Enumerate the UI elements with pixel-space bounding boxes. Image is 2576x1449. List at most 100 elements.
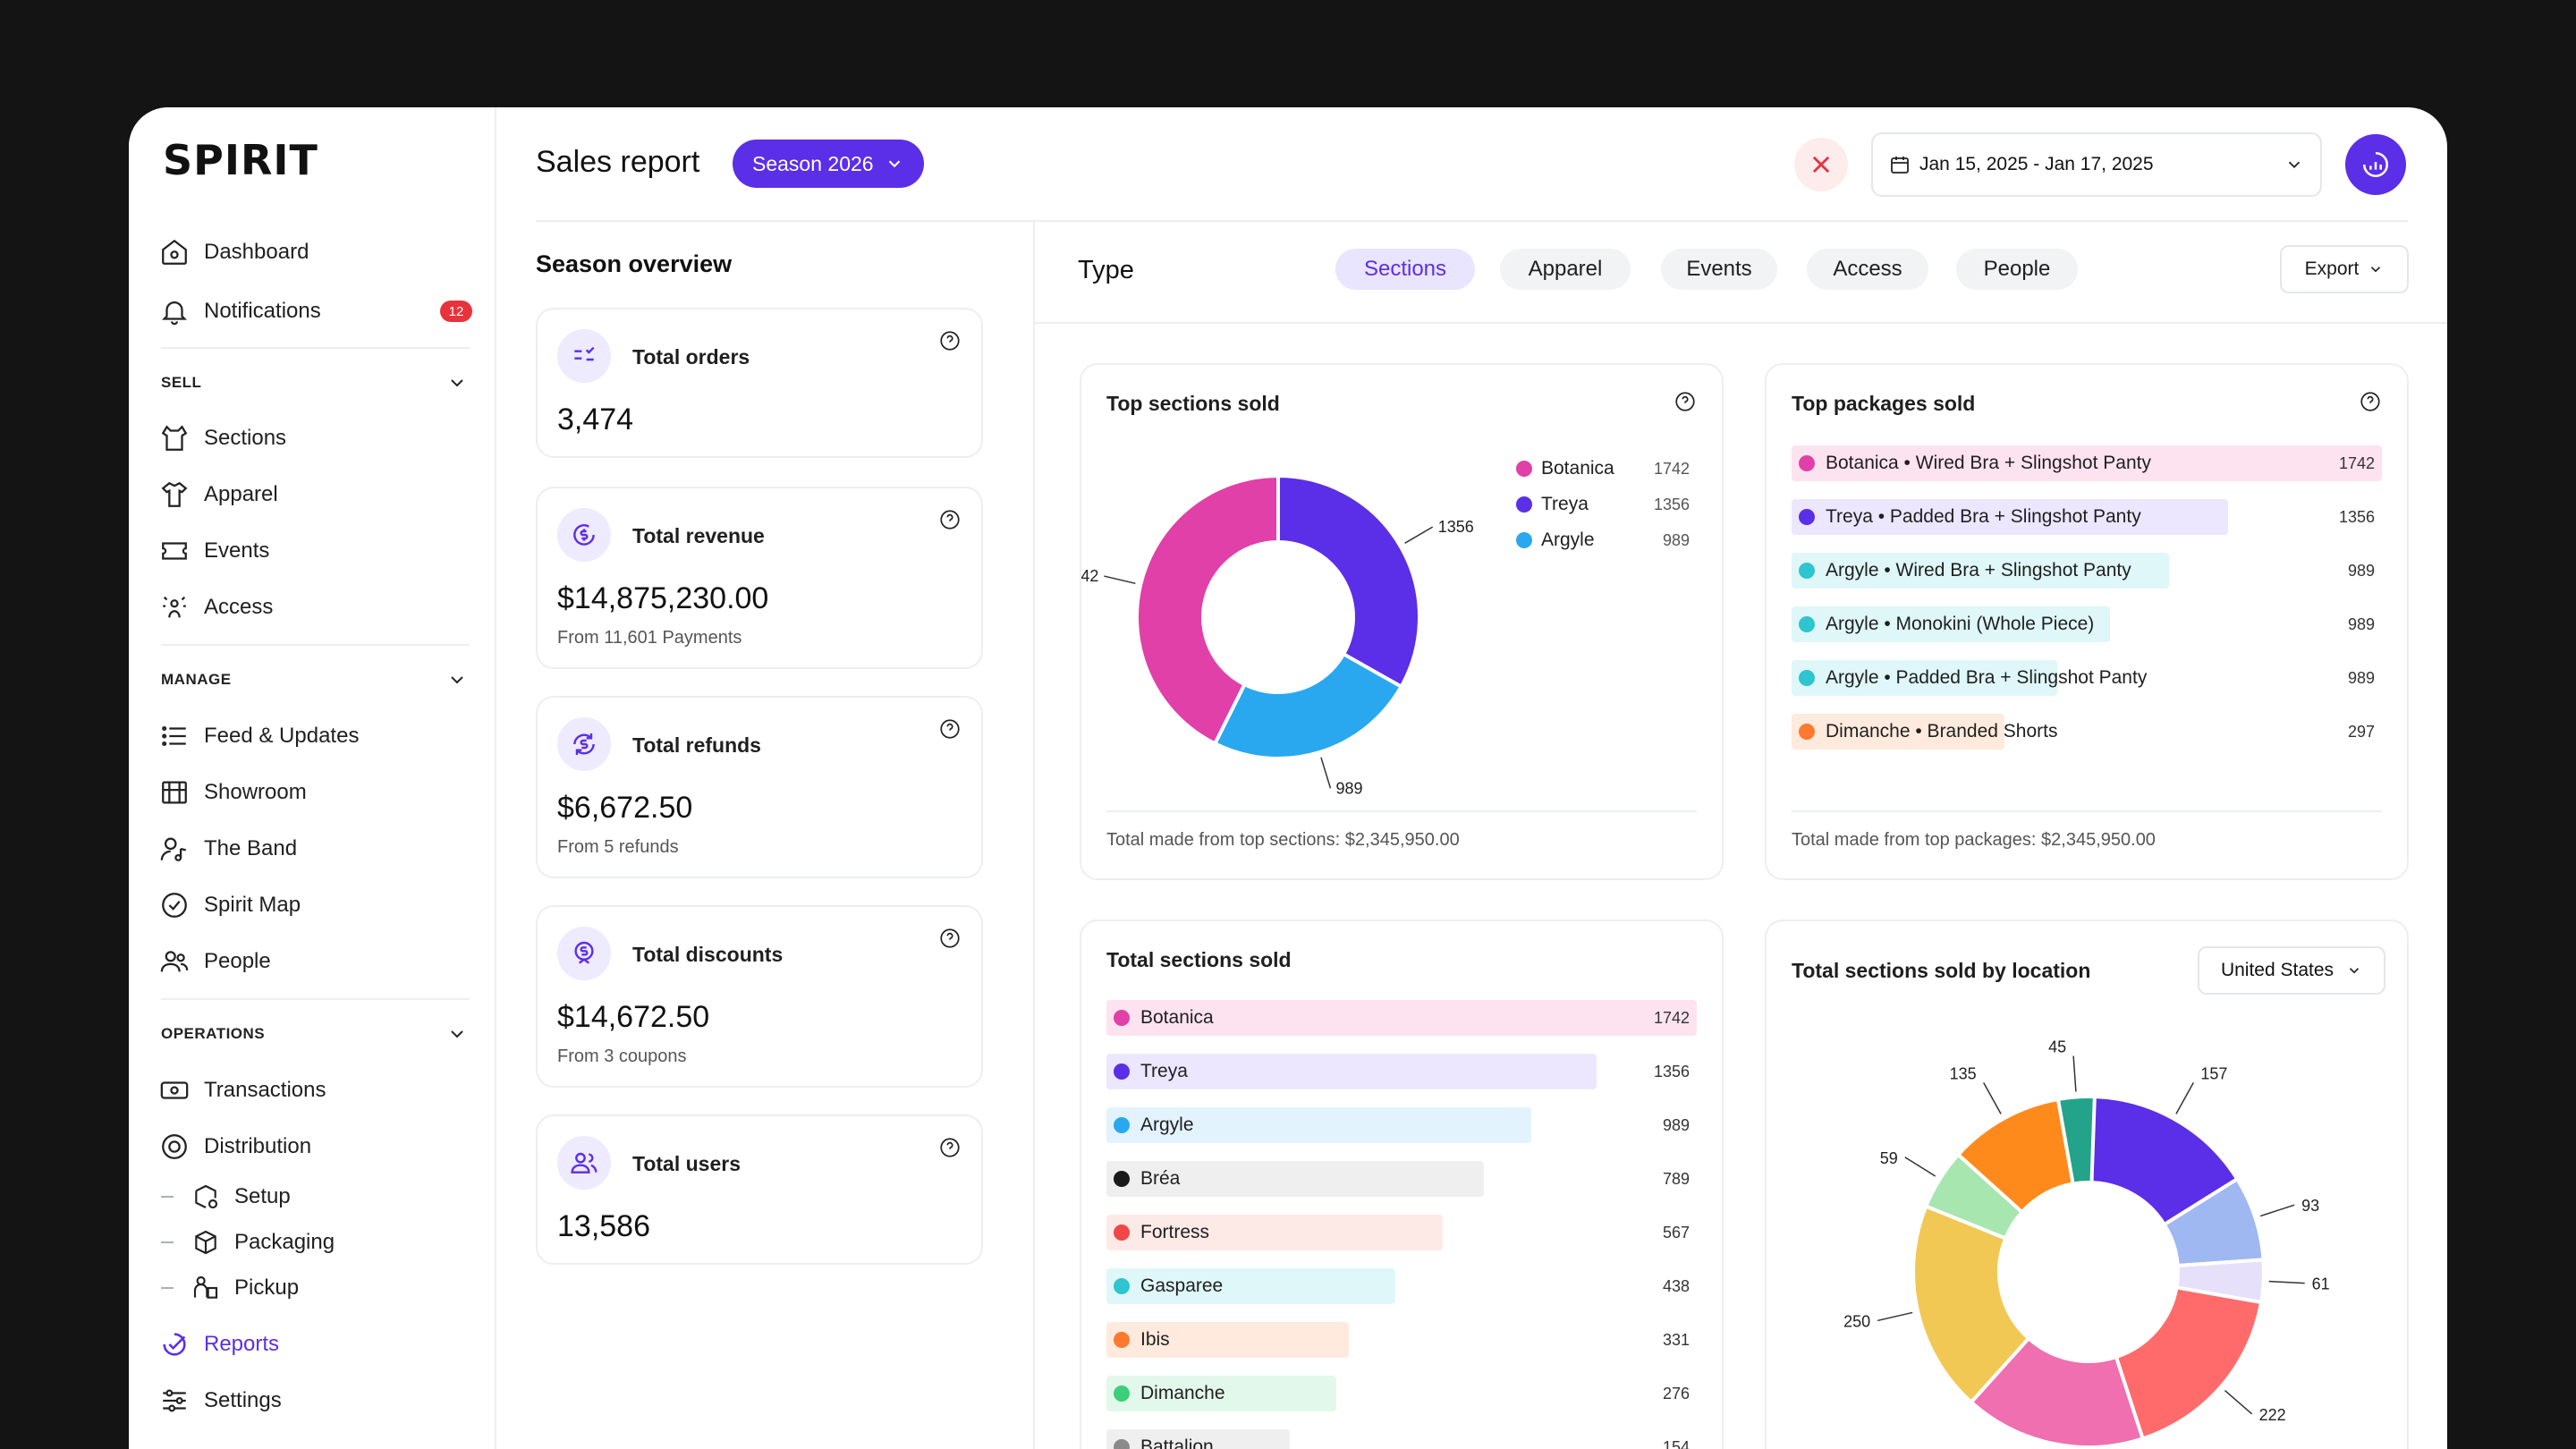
header-divider <box>536 220 2408 222</box>
donut-slice-argyle[interactable] <box>1212 651 1404 760</box>
help-icon[interactable] <box>1674 390 1697 413</box>
sidebar-item-label: Setup <box>234 1184 291 1208</box>
export-button[interactable]: Export <box>2280 245 2409 293</box>
brand-logo[interactable]: SPIRIT <box>163 136 318 184</box>
help-icon[interactable] <box>2359 390 2382 413</box>
bar-label: Treya <box>1140 1061 1188 1081</box>
sidebar-item-people[interactable]: People <box>159 942 271 981</box>
cash-icon <box>160 1081 189 1099</box>
bar-row[interactable]: Argyle 989 <box>1106 1106 1697 1145</box>
stat-value: 13,586 <box>557 1209 650 1243</box>
sidebar-item-spirit-map[interactable]: Spirit Map <box>159 886 301 925</box>
sidebar-subitem-packaging[interactable]: Packaging <box>161 1224 335 1260</box>
legend-swatch <box>1516 496 1532 513</box>
sidebar-item-events[interactable]: Events <box>159 531 269 571</box>
tree-connector <box>161 1241 174 1243</box>
bar-swatch <box>1114 1439 1130 1449</box>
bar-value: 438 <box>1662 1276 1690 1295</box>
sidebar-item-label: Reports <box>204 1332 280 1356</box>
bar-row[interactable]: Argyle • Monokini (Whole Piece) 989 <box>1792 605 2382 644</box>
data-label: 135 <box>1950 1064 1977 1082</box>
stat-icon-badge <box>557 508 611 562</box>
season-selector[interactable]: Season 2026 <box>733 140 924 188</box>
sidebar-item-settings[interactable]: Settings <box>159 1381 282 1420</box>
bar-fill <box>1792 445 2382 481</box>
bar-swatch <box>1114 1224 1130 1241</box>
legend-value: 989 <box>1662 530 1690 549</box>
sidebar-section-manage[interactable]: MANAGE <box>161 669 468 691</box>
bar-row[interactable]: Battalion 154 <box>1106 1428 1697 1449</box>
leader-line <box>2259 1204 2295 1217</box>
bar-row[interactable]: Bréa 789 <box>1106 1159 1697 1199</box>
help-icon[interactable] <box>938 927 962 950</box>
sidebar-item-notifications[interactable]: Notifications <box>159 292 321 331</box>
bar-row[interactable]: Dimanche 276 <box>1106 1374 1697 1413</box>
donut-slice-treya[interactable] <box>1276 473 1421 690</box>
sidebar-item-sections[interactable]: Sections <box>159 419 286 458</box>
bar-row[interactable]: Dimanche • Branded Shorts 297 <box>1792 712 2382 751</box>
bar-label: Argyle • Wired Bra + Slingshot Panty <box>1826 560 2131 580</box>
bar-label: Treya • Padded Bra + Slingshot Panty <box>1826 506 2141 527</box>
report-action-button[interactable] <box>2345 134 2406 195</box>
sidebar-item-apparel[interactable]: Apparel <box>159 475 278 514</box>
bar-row[interactable]: Gasparee 438 <box>1106 1267 1697 1306</box>
stat-value: $14,875,230.00 <box>557 581 769 615</box>
tab-access[interactable]: Access <box>1807 249 1928 290</box>
sidebar-item-access[interactable]: Access <box>159 588 273 627</box>
bar-row[interactable]: Botanica • Wired Bra + Slingshot Panty 17… <box>1792 444 2382 483</box>
legend-swatch <box>1516 461 1532 477</box>
bar-label: Gasparee <box>1140 1275 1224 1296</box>
bar-swatch <box>1799 509 1815 525</box>
bar-value: 1356 <box>2338 507 2375 526</box>
bar-row[interactable]: Argyle • Wired Bra + Slingshot Panty 989 <box>1792 551 2382 590</box>
sidebar-divider <box>161 644 470 646</box>
bar-label: Ibis <box>1140 1329 1170 1350</box>
sidebar-item-the-band[interactable]: The Band <box>159 829 297 869</box>
data-label: 59 <box>1880 1149 1898 1167</box>
bar-swatch <box>1114 1010 1130 1026</box>
location-donut-chart: 157 93 61 222 250 59 135 45 <box>1843 1038 2330 1449</box>
sidebar-item-showroom[interactable]: Showroom <box>159 773 307 812</box>
sidebar-item-transactions[interactable]: Transactions <box>159 1071 326 1110</box>
bar-row[interactable]: Ibis 331 <box>1106 1320 1697 1360</box>
sidebar-item-dashboard[interactable]: Dashboard <box>159 233 309 272</box>
tab-events[interactable]: Events <box>1661 249 1777 290</box>
clear-button[interactable] <box>1794 138 1848 191</box>
section-title: MANAGE <box>161 671 232 688</box>
sidebar-subitem-setup[interactable]: Setup <box>161 1179 291 1215</box>
help-icon[interactable] <box>938 508 962 531</box>
donut-slice[interactable] <box>2087 1094 2240 1227</box>
donut-slice-botanica[interactable] <box>1135 473 1280 747</box>
bar-label: Botanica <box>1140 1007 1214 1028</box>
top-sections-panel: Top sections sold 1356 989 1742 Botanica 17… <box>1080 363 1724 880</box>
sidebar-item-reports[interactable]: Reports <box>159 1325 279 1364</box>
tab-people[interactable]: People <box>1956 249 2078 290</box>
bar-row[interactable]: Botanica 1742 <box>1106 998 1697 1038</box>
donut-slice[interactable] <box>1911 1203 2031 1405</box>
bar-fill <box>1106 1054 1597 1089</box>
legend-label: Treya <box>1541 494 1589 514</box>
sidebar-section-operations[interactable]: OPERATIONS <box>161 1023 468 1045</box>
bar-row[interactable]: Treya • Padded Bra + Slingshot Panty 1356 <box>1792 497 2382 537</box>
help-icon[interactable] <box>938 717 962 741</box>
bar-swatch <box>1114 1117 1130 1133</box>
sidebar-item-feed[interactable]: Feed & Updates <box>159 716 359 756</box>
tab-sections[interactable]: Sections <box>1335 249 1475 290</box>
donut-slice[interactable] <box>2114 1285 2264 1441</box>
help-icon[interactable] <box>938 329 962 352</box>
bar-row[interactable]: Fortress 567 <box>1106 1213 1697 1252</box>
donut-slice[interactable] <box>1969 1335 2146 1449</box>
sidebar-item-distribution[interactable]: Distribution <box>159 1127 311 1166</box>
bar-fill <box>1106 1107 1532 1143</box>
sidebar-subitem-pickup[interactable]: Pickup <box>161 1270 299 1306</box>
bar-row[interactable]: Treya 1356 <box>1106 1052 1697 1091</box>
date-range-picker[interactable]: Jan 15, 2025 - Jan 17, 2025 <box>1871 132 2322 197</box>
help-icon[interactable] <box>938 1136 962 1159</box>
sidebar-section-sell[interactable]: SELL <box>161 372 468 394</box>
donut-slice[interactable] <box>2055 1095 2097 1186</box>
data-label: 45 <box>2048 1038 2066 1056</box>
tab-apparel[interactable]: Apparel <box>1500 249 1631 290</box>
country-select[interactable]: United States <box>2198 946 2385 995</box>
bar-row[interactable]: Argyle • Padded Bra + Slingshot Panty 989 <box>1792 658 2382 698</box>
sidebar-item-label: Feed & Updates <box>204 724 360 748</box>
